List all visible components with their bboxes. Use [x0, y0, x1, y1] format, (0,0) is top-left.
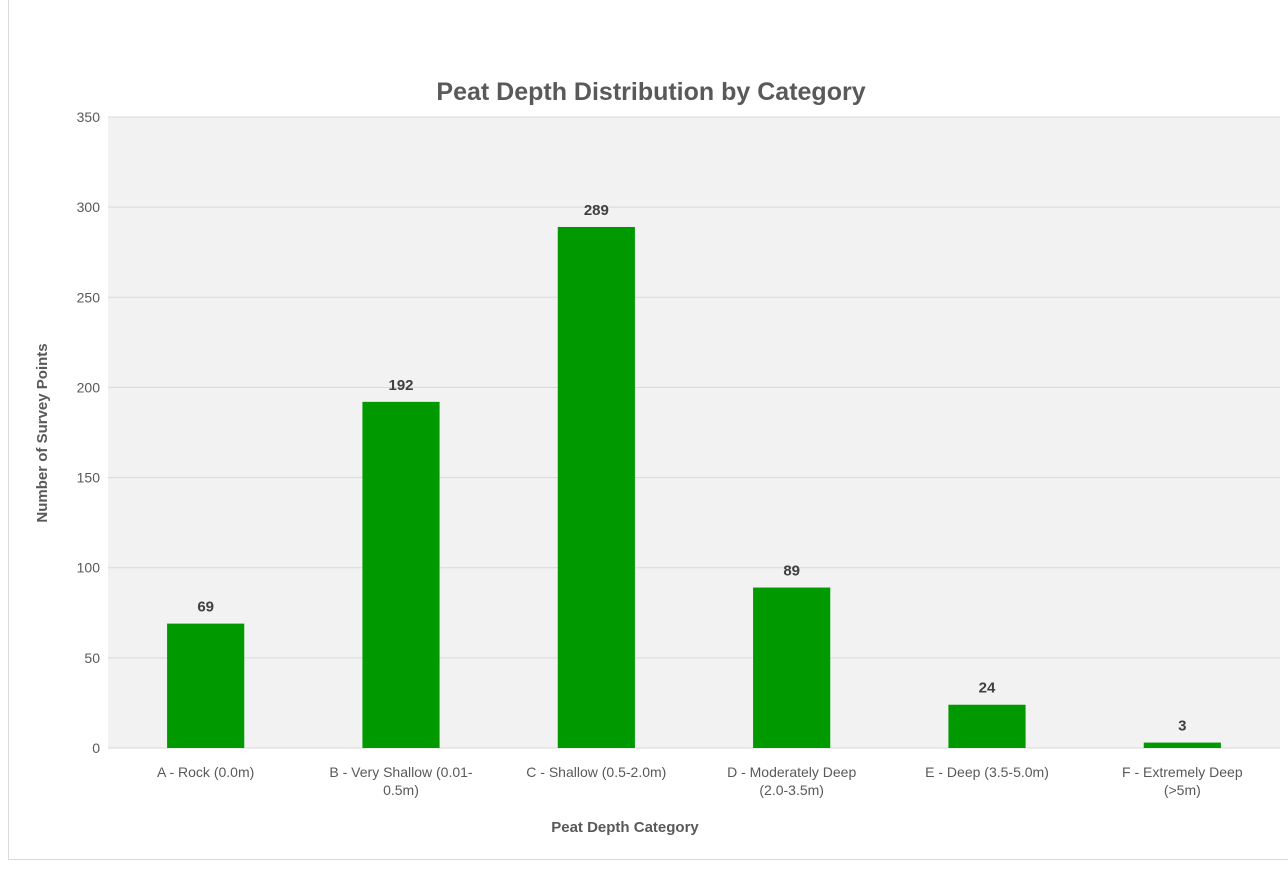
data-label: 289 [584, 202, 609, 219]
y-tick-label: 0 [92, 740, 100, 756]
data-label: 3 [1178, 718, 1186, 735]
x-tick-label: F - Extremely Deep (>5m) [1122, 764, 1243, 798]
x-tick-label: A - Rock (0.0m) [157, 764, 254, 780]
x-tick-label-line: 0.5m) [383, 782, 419, 798]
y-axis-title: Number of Survey Points [34, 343, 51, 522]
y-tick-label: 200 [77, 379, 101, 395]
bar [948, 704, 1026, 748]
data-label: 192 [388, 377, 413, 394]
bars [167, 226, 1221, 748]
y-tick-label: 250 [77, 289, 101, 305]
bar [753, 587, 831, 748]
y-tick-label: 150 [77, 470, 101, 486]
chart-title: Peat Depth Distribution by Category [436, 78, 865, 106]
y-tick-label: 350 [77, 109, 101, 125]
data-label: 24 [979, 680, 996, 697]
y-tick-label: 100 [77, 560, 101, 576]
x-tick-label-line: (>5m) [1164, 782, 1201, 798]
x-tick-label-line: C - Shallow (0.5-2.0m) [526, 764, 666, 780]
x-tick-label: E - Deep (3.5-5.0m) [925, 764, 1049, 780]
x-tick-label: D - Moderately Deep (2.0-3.5m) [727, 764, 856, 798]
gridlines [108, 116, 1280, 749]
y-tick-label: 50 [84, 650, 100, 666]
x-tick-label-line: F - Extremely Deep [1122, 764, 1243, 780]
bar-chart: Peat Depth Distribution by Category 69 19… [34, 78, 1280, 836]
plot-area [108, 117, 1280, 748]
x-tick-label-line: B - Very Shallow (0.01- [329, 764, 473, 780]
x-tick-label-line: (2.0-3.5m) [759, 782, 824, 798]
x-tick-label: C - Shallow (0.5-2.0m) [526, 764, 666, 780]
x-axis-title: Peat Depth Category [551, 819, 699, 836]
bar [1143, 742, 1221, 748]
data-label: 89 [783, 563, 800, 580]
x-tick-label: B - Very Shallow (0.01- 0.5m) [329, 764, 473, 798]
data-label: 69 [197, 599, 214, 616]
x-tick-label-line: E - Deep (3.5-5.0m) [925, 764, 1049, 780]
bar [362, 401, 440, 748]
bar [167, 623, 245, 748]
data-labels: 69 192 289 89 24 3 [197, 202, 1186, 735]
y-tick-label: 300 [77, 199, 101, 215]
chart-frame: Peat Depth Distribution by Category 69 19… [8, 0, 1288, 860]
x-tick-label-line: D - Moderately Deep [727, 764, 856, 780]
x-axis-ticks: A - Rock (0.0m) B - Very Shallow (0.01- 0.… [157, 764, 1243, 798]
y-axis-ticks: 0 50 100 150 200 250 300 350 [77, 109, 101, 756]
bar [557, 226, 635, 748]
x-tick-label-line: A - Rock (0.0m) [157, 764, 254, 780]
